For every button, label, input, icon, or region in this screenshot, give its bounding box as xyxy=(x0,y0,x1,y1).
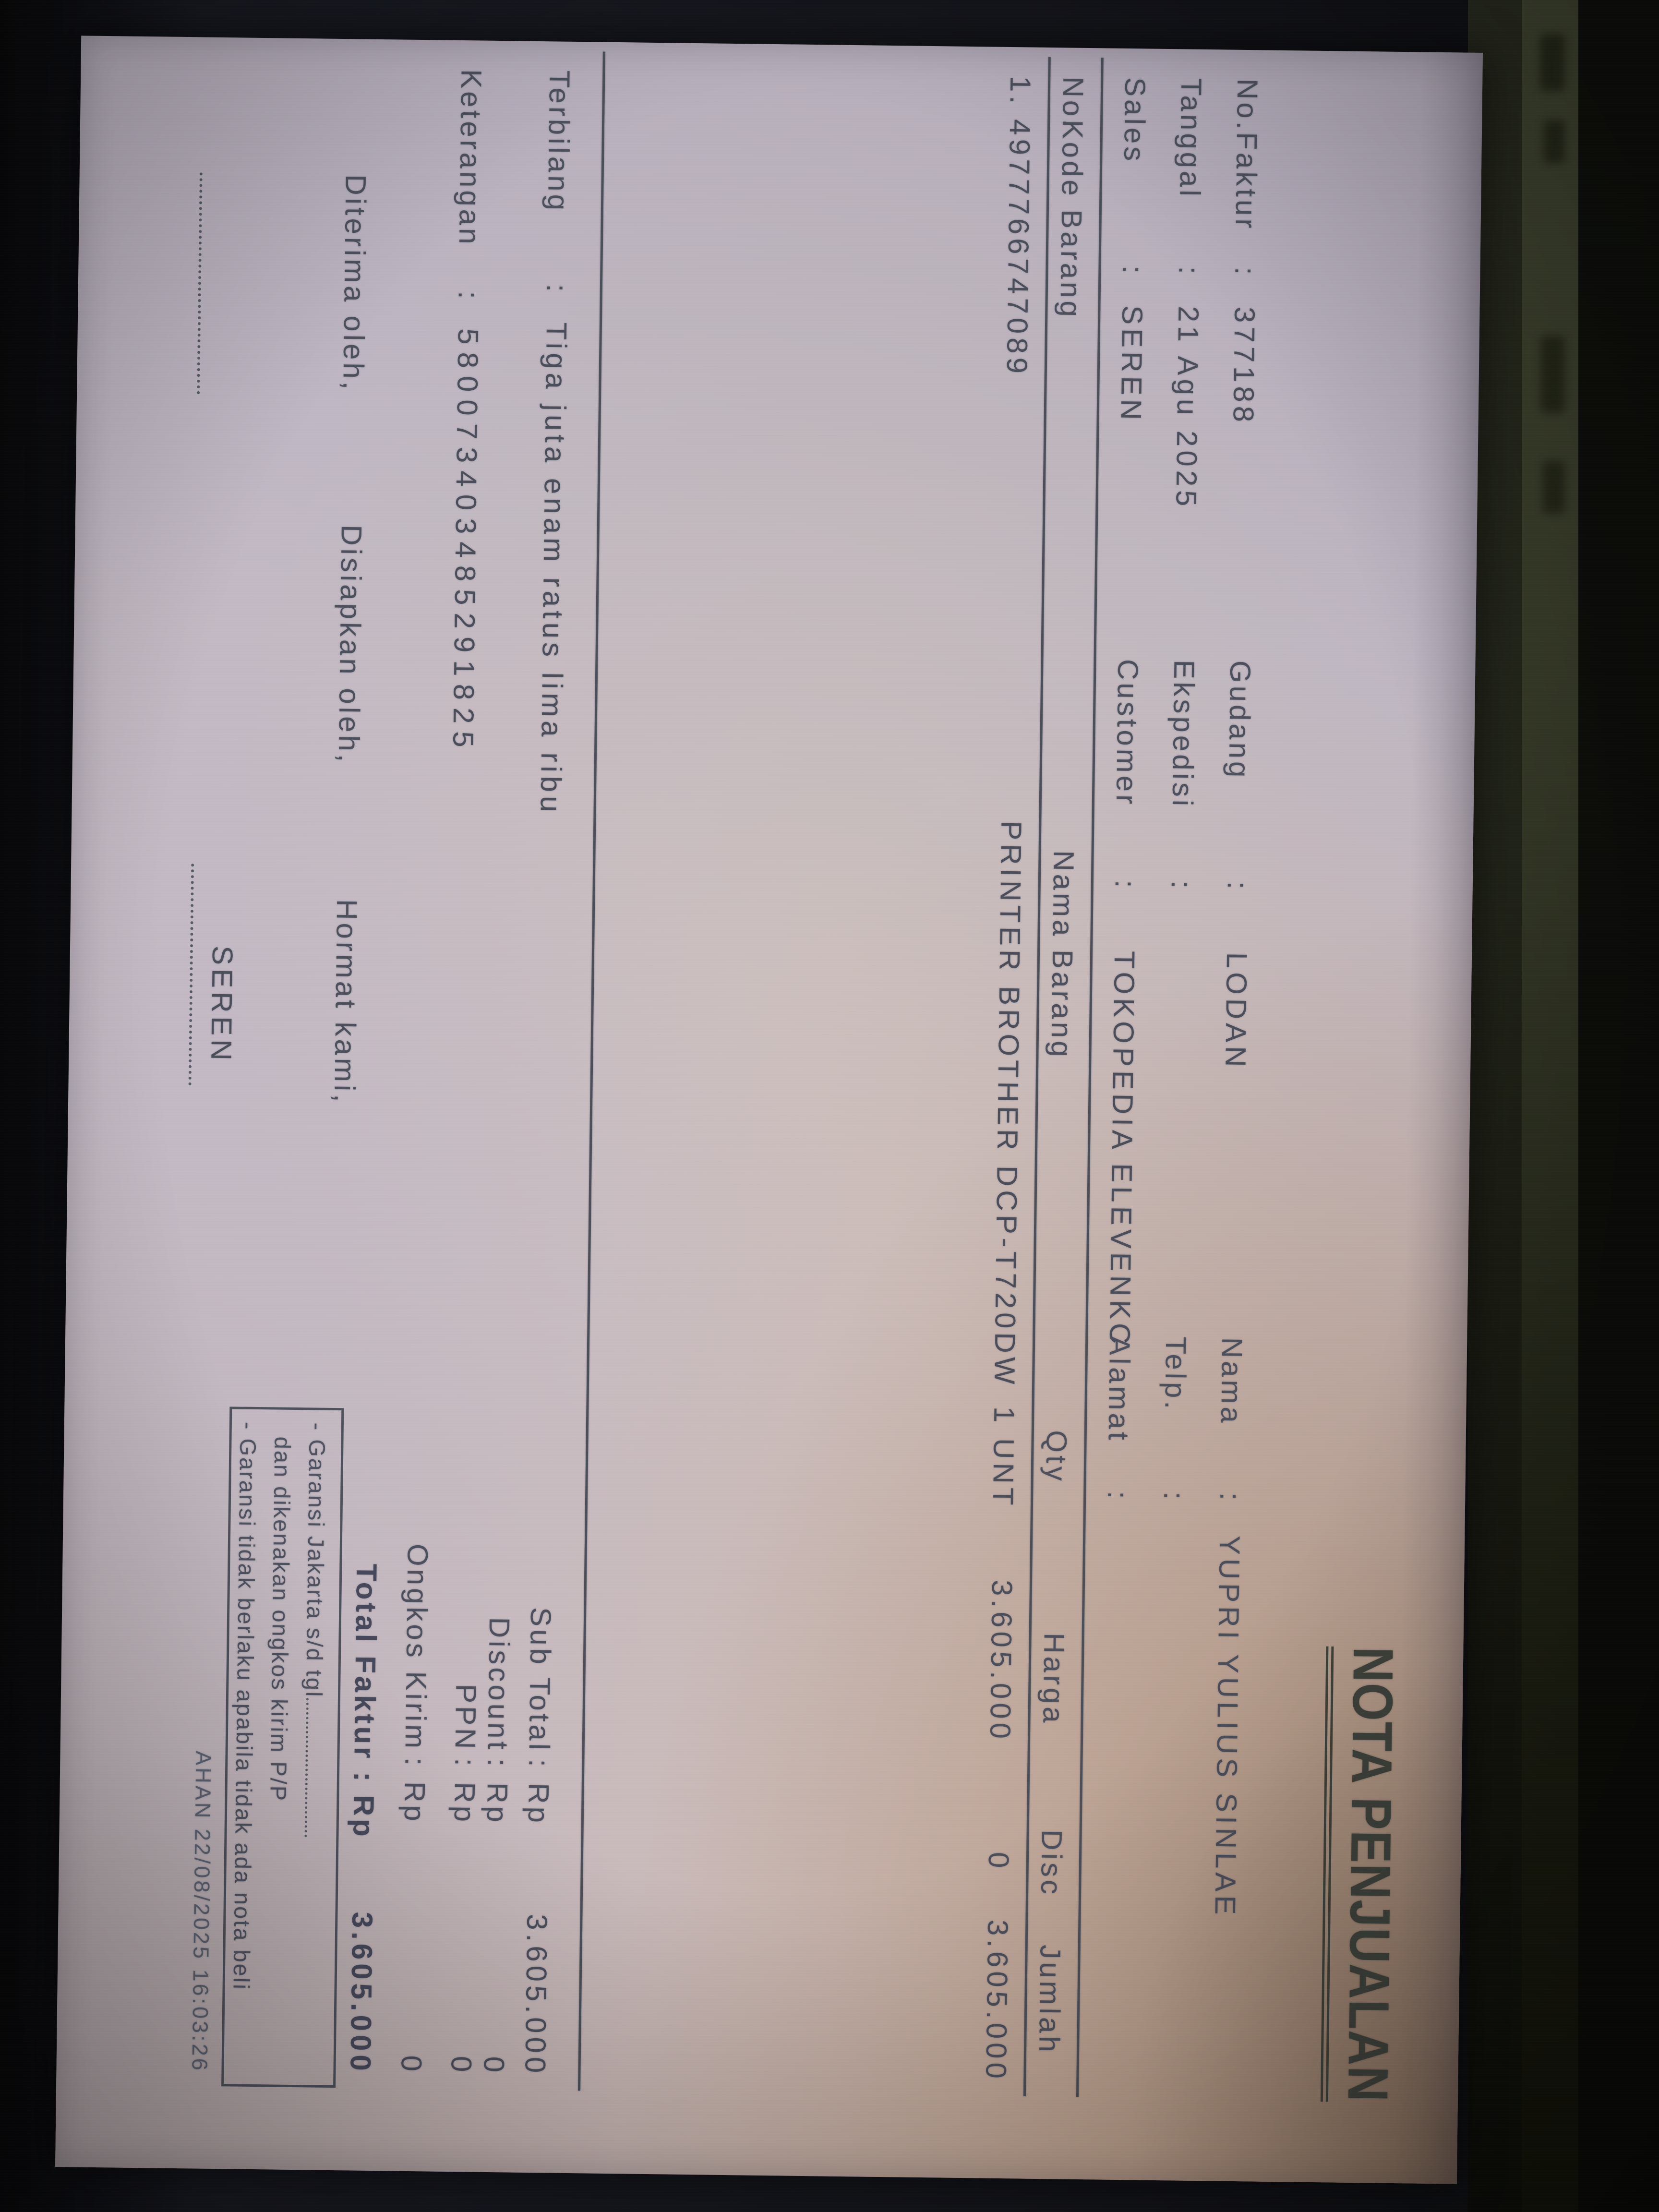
ongkos-kirim-colon: : xyxy=(399,1757,432,1769)
ppn-colon: : xyxy=(449,1757,481,1769)
telp-label: Telp. xyxy=(1159,1336,1192,1412)
subtotal-label: Sub Total xyxy=(523,1607,557,1753)
no-faktur-colon: : xyxy=(1229,266,1262,278)
keterangan-label: Keterangan xyxy=(453,69,488,247)
discount-colon: : xyxy=(481,1758,514,1770)
warranty-date-blank xyxy=(304,1698,325,1838)
bezel-reflection xyxy=(1541,336,1565,413)
item-harga: 3.605.000 xyxy=(984,1579,1019,1743)
col-header-qty: Qty xyxy=(1040,1430,1073,1484)
total-faktur-value: 3.605.000 xyxy=(344,1911,379,2075)
tanggal-value: 21 Agu 2025 xyxy=(1170,306,1205,510)
keterangan-colon: : xyxy=(452,290,485,302)
discount-value: 0 xyxy=(478,2056,510,2077)
ekspedisi-colon: : xyxy=(1165,880,1198,892)
subtotal-colon: : xyxy=(523,1758,555,1770)
signature-line-received xyxy=(197,172,203,395)
alamat-colon: : xyxy=(1102,1491,1134,1503)
gudang-value: LODAN xyxy=(1219,952,1253,1071)
screen-bezel-edge xyxy=(1578,0,1659,2212)
bezel-reflection xyxy=(1543,461,1565,514)
terbilang-value: Tiga juta enam ratus lima ribu xyxy=(534,322,573,816)
page-title: NOTA PENJUALAN xyxy=(1320,1646,1406,2103)
ppn-value: 0 xyxy=(445,2056,478,2076)
item-qty: 1 UNT xyxy=(986,1406,1021,1509)
nama-colon: : xyxy=(1214,1492,1247,1503)
col-header-nama: Nama Barang xyxy=(1045,850,1080,1060)
col-header-harga: Harga xyxy=(1037,1632,1070,1726)
total-faktur-label: Total Faktur : Rp xyxy=(347,1563,383,1840)
sales-label: Sales xyxy=(1118,77,1152,164)
ppn-currency: Rp xyxy=(448,1781,481,1825)
warranty-box: - Garansi Jakarta s/d tgl dan dikenakan … xyxy=(221,1407,344,2088)
discount-currency: Rp xyxy=(481,1782,514,1826)
bezel-reflection xyxy=(1544,120,1565,163)
gudang-label: Gudang xyxy=(1223,660,1257,781)
customer-colon: : xyxy=(1109,879,1142,891)
item-kode: 4977766747089 xyxy=(1000,119,1036,378)
regards-label: Hormat kami, xyxy=(328,899,363,1106)
bezel-reflection xyxy=(1540,34,1565,91)
alamat-label: Alamat xyxy=(1102,1335,1136,1443)
print-stamp: AHAN 22/08/2025 16:03:26 xyxy=(187,1750,216,2073)
keterangan-value: 580073403485291825 xyxy=(446,328,484,756)
terbilang-label: Terbilang xyxy=(541,70,576,214)
sales-value: SEREN xyxy=(1115,305,1149,424)
subtotal-value: 3.605.000 xyxy=(519,1913,553,2077)
received-by-label: Diterima oleh, xyxy=(337,174,372,393)
ekspedisi-label: Ekspedisi xyxy=(1166,660,1201,809)
table-top-rule xyxy=(1076,58,1104,2097)
tanggal-label: Tanggal xyxy=(1174,78,1208,200)
nama-label: Nama xyxy=(1215,1337,1249,1426)
invoice-document: NOTA PENJUALAN No.Faktur : 377188 Tangga… xyxy=(55,36,1483,2184)
signature-line-prepared xyxy=(188,864,194,1086)
table-bottom-rule xyxy=(578,51,605,2091)
prepared-by-name: SEREN xyxy=(205,945,239,1065)
ongkos-kirim-currency: Rp xyxy=(398,1781,431,1825)
customer-label: Customer xyxy=(1110,659,1144,807)
item-nama: PRINTER BROTHER DCP-T720DW xyxy=(988,820,1028,1388)
col-header-jumlah: Jumlah xyxy=(1033,1944,1067,2056)
customer-value: TOKOPEDIA ELEVENKC xyxy=(1104,950,1141,1348)
ongkos-kirim-value: 0 xyxy=(395,2055,428,2076)
terbilang-colon: : xyxy=(541,284,573,295)
screen-bezel-band xyxy=(1522,0,1578,2212)
item-jumlah: 3.605.000 xyxy=(980,1919,1014,2083)
prepared-by-label: Disiapkan oleh, xyxy=(332,524,368,765)
col-header-disc: Disc xyxy=(1035,1829,1068,1898)
ppn-label: PPN xyxy=(449,1683,482,1752)
col-header-kode: Kode Barang xyxy=(1054,120,1089,320)
gudang-colon: : xyxy=(1221,881,1254,892)
nama-value: YUPRI YULIUS SINLAE xyxy=(1209,1535,1246,1919)
no-faktur-label: No.Faktur xyxy=(1229,78,1264,231)
item-no: 1. xyxy=(1004,75,1037,108)
subtotal-currency: Rp xyxy=(522,1782,555,1826)
sales-colon: : xyxy=(1117,265,1149,277)
discount-label: Discount xyxy=(481,1617,516,1753)
tanggal-colon: : xyxy=(1173,266,1205,277)
no-faktur-value: 377188 xyxy=(1227,306,1261,426)
item-disc: 0 xyxy=(982,1851,1015,1872)
telp-colon: : xyxy=(1158,1491,1190,1503)
ongkos-kirim-label: Ongkos Kirim xyxy=(399,1543,434,1752)
